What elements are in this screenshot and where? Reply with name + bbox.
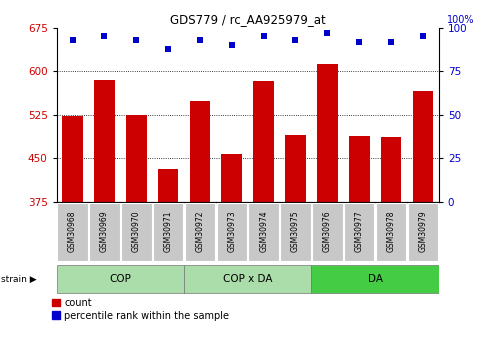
Text: GSM30979: GSM30979 xyxy=(419,210,427,252)
Text: COP x DA: COP x DA xyxy=(223,275,273,284)
Point xyxy=(196,37,204,42)
Bar xyxy=(126,115,146,202)
Point xyxy=(260,33,268,39)
Bar xyxy=(344,203,375,261)
Bar xyxy=(317,64,338,202)
Text: 100%: 100% xyxy=(447,15,475,25)
Text: GSM30978: GSM30978 xyxy=(387,210,395,252)
Bar xyxy=(280,203,311,261)
Bar xyxy=(349,136,370,202)
Point xyxy=(228,42,236,48)
Text: GSM30972: GSM30972 xyxy=(195,210,205,252)
Bar xyxy=(253,81,274,202)
Point xyxy=(164,46,172,51)
Bar xyxy=(158,169,178,202)
Text: GSM30973: GSM30973 xyxy=(227,210,236,252)
Text: GSM30974: GSM30974 xyxy=(259,210,268,252)
Point xyxy=(132,37,140,42)
Text: COP: COP xyxy=(109,275,131,284)
Point xyxy=(355,39,363,44)
Bar xyxy=(89,203,120,261)
Bar xyxy=(153,203,183,261)
Text: GSM30971: GSM30971 xyxy=(164,210,173,252)
Bar xyxy=(57,203,88,261)
Bar xyxy=(285,135,306,202)
Bar xyxy=(312,203,343,261)
Bar xyxy=(381,137,401,202)
Bar xyxy=(62,116,83,202)
Bar xyxy=(248,203,279,261)
Title: GDS779 / rc_AA925979_at: GDS779 / rc_AA925979_at xyxy=(170,13,325,27)
Point xyxy=(387,39,395,44)
Bar xyxy=(312,266,439,293)
Bar xyxy=(57,266,184,293)
Point xyxy=(419,33,427,39)
Bar xyxy=(121,203,151,261)
Text: GSM30976: GSM30976 xyxy=(323,210,332,252)
Point xyxy=(69,37,76,42)
Bar xyxy=(408,203,438,261)
Bar xyxy=(221,154,242,202)
Bar xyxy=(376,203,406,261)
Bar xyxy=(94,80,115,202)
Bar xyxy=(190,101,211,202)
Text: GSM30975: GSM30975 xyxy=(291,210,300,252)
Bar xyxy=(413,91,433,202)
Text: GSM30970: GSM30970 xyxy=(132,210,141,252)
Text: GSM30977: GSM30977 xyxy=(354,210,364,252)
Legend: count, percentile rank within the sample: count, percentile rank within the sample xyxy=(52,298,229,321)
Text: strain ▶: strain ▶ xyxy=(1,275,36,284)
Bar xyxy=(216,203,247,261)
Point xyxy=(101,33,108,39)
Bar xyxy=(184,266,312,293)
Text: GSM30969: GSM30969 xyxy=(100,210,109,252)
Text: DA: DA xyxy=(368,275,383,284)
Point xyxy=(291,37,299,42)
Text: GSM30968: GSM30968 xyxy=(68,210,77,252)
Point xyxy=(323,30,331,36)
Bar xyxy=(185,203,215,261)
